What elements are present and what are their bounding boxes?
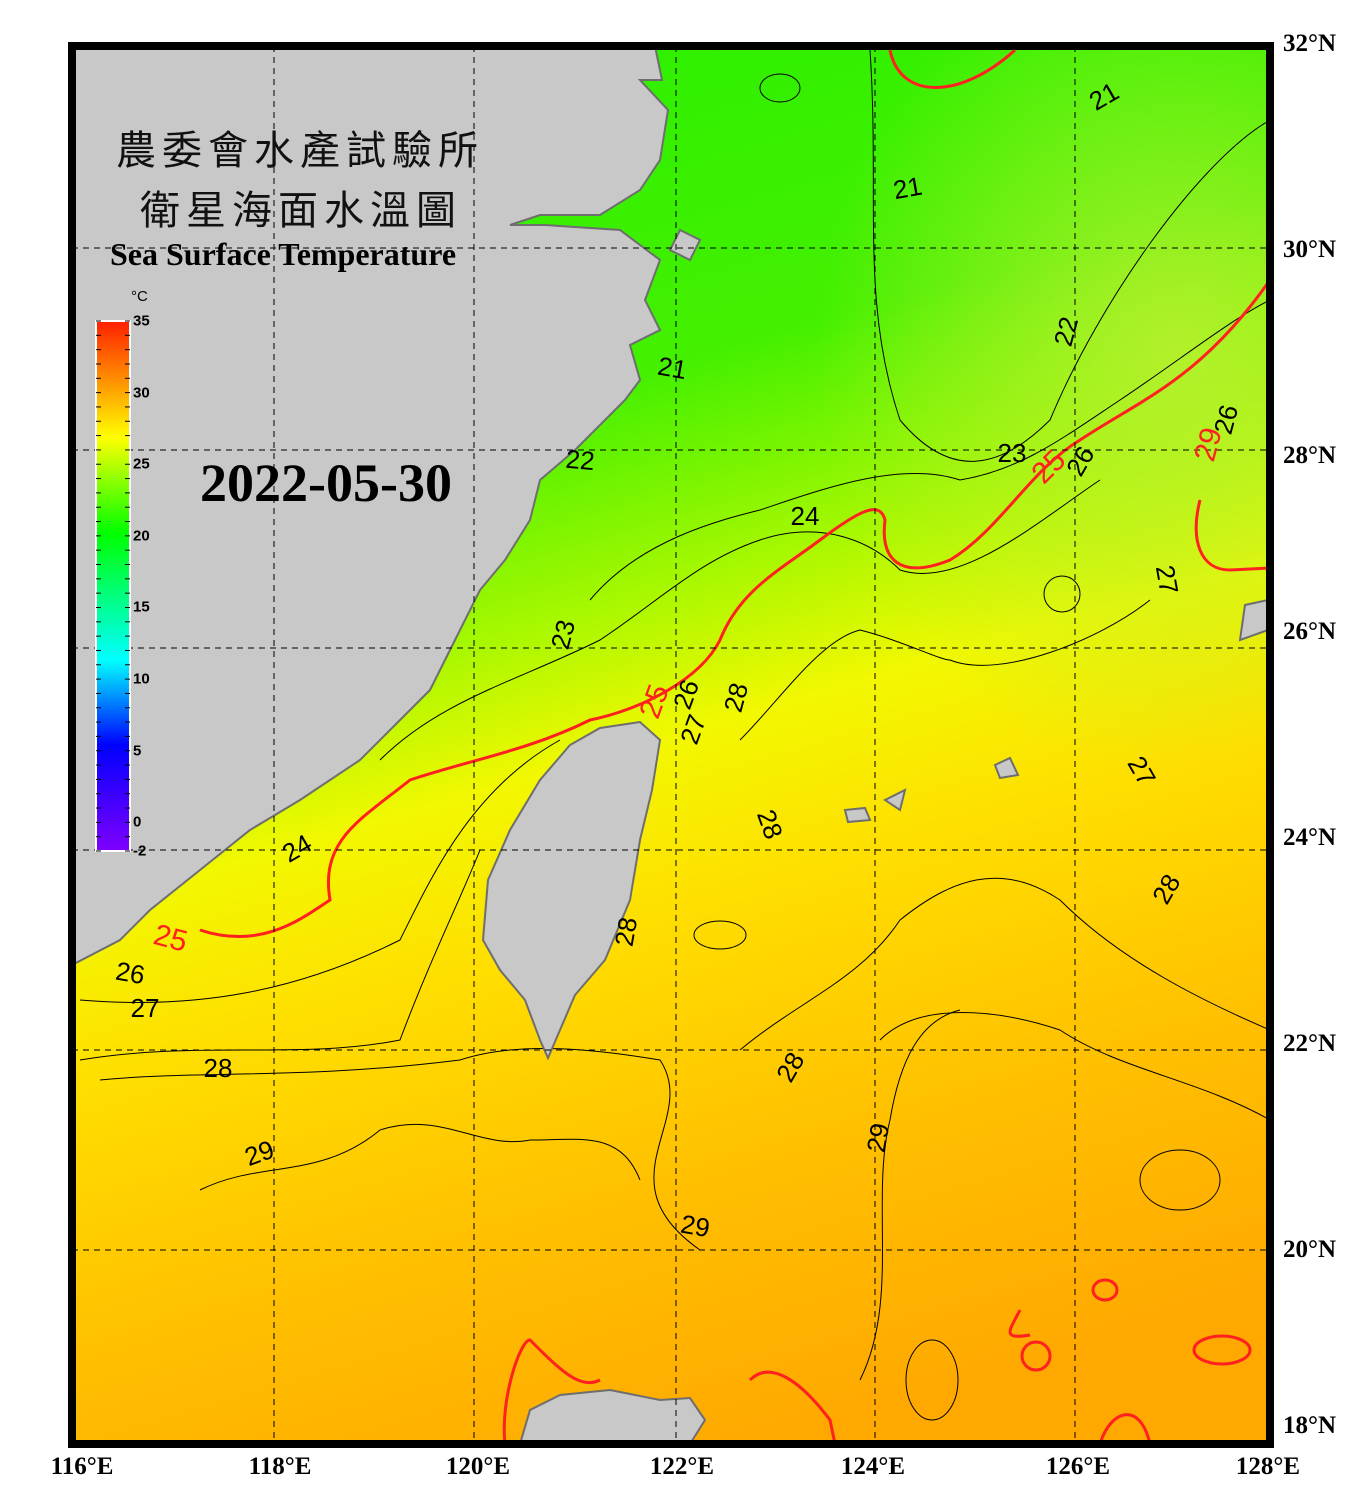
lat-label: 24°N — [1283, 824, 1337, 851]
lat-label: 20°N — [1283, 1236, 1337, 1263]
colorbar-tick-label: -2 — [133, 842, 147, 860]
colorbar-tick-label: 30 — [133, 384, 150, 402]
lat-label: 30°N — [1283, 236, 1337, 263]
colorbar-tick-label: 20 — [133, 527, 150, 545]
lon-label: 120°E — [445, 1453, 511, 1480]
lon-label: 116°E — [50, 1453, 114, 1480]
lat-label: 18°N — [1283, 1412, 1337, 1439]
lat-label: 32°N — [1283, 30, 1337, 57]
china-mainland — [72, 46, 670, 967]
contour-label: 29 — [679, 1209, 713, 1244]
title-chinese-line2: 衛星海面水溫圖 — [140, 188, 462, 234]
colorbar-tick-label: 25 — [133, 455, 150, 473]
lon-label: 126°E — [1045, 1453, 1111, 1480]
lon-label: 128°E — [1235, 1453, 1301, 1480]
colorbar — [95, 320, 131, 852]
map-frame — [68, 42, 1274, 1448]
title-english: Sea Surface Temperature — [110, 236, 457, 272]
contour-label: 22 — [564, 444, 595, 476]
contour-label: 28 — [609, 915, 644, 949]
lat-label: 28°N — [1283, 442, 1337, 469]
contour-label: 28 — [204, 1053, 233, 1083]
luzon-island — [518, 1388, 707, 1444]
land — [72, 46, 1269, 1444]
contour-25 — [199, 48, 1270, 1444]
title-chinese-line1: 農委會水產試驗所 — [116, 128, 484, 174]
islands — [668, 228, 1269, 824]
lon-label: 122°E — [649, 1453, 715, 1480]
colorbar-unit: °C — [131, 288, 148, 305]
contour-label: 21 — [891, 171, 925, 206]
contour-label: 27 — [1150, 563, 1185, 597]
lon-label: 118°E — [248, 1453, 312, 1480]
contour-label: 29 — [861, 1121, 896, 1155]
graticule — [72, 46, 1270, 1444]
date-label: 2022-05-30 — [200, 453, 452, 513]
lon-label: 124°E — [840, 1453, 906, 1480]
colorbar-tick-label: 10 — [133, 670, 150, 688]
contour-label: 26 — [114, 956, 148, 991]
colorbar-tick-label: 5 — [133, 742, 142, 760]
colorbar-tick-label: 0 — [133, 813, 142, 831]
lat-label: 22°N — [1283, 1030, 1337, 1057]
colorbar-tick-label: 15 — [133, 598, 150, 616]
contour-label: 23 — [998, 438, 1027, 468]
colorbar-tick-label: 35 — [133, 312, 150, 330]
contour-label: 21 — [656, 351, 690, 386]
taiwan-island — [481, 720, 662, 1061]
contour-label: 24 — [791, 501, 820, 531]
contour-label: 27 — [131, 993, 160, 1023]
lat-label: 26°N — [1283, 618, 1337, 645]
